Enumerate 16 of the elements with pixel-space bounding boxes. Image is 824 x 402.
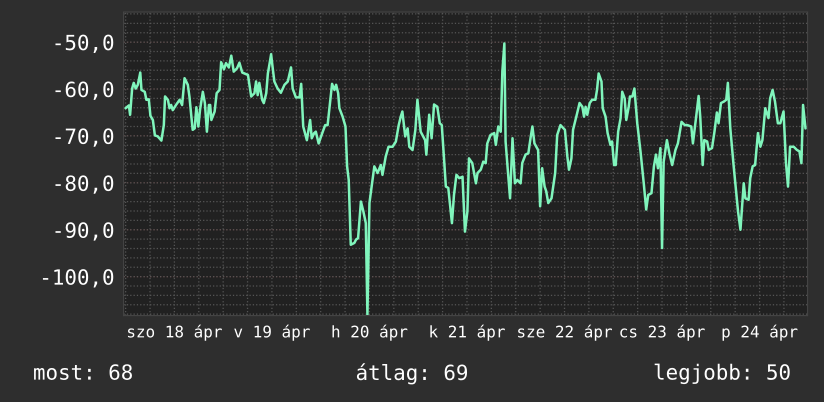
x-tick-label: k 21 ápr [430,324,505,341]
y-tick-label: -90,0 [55,222,114,241]
x-tick-label: p 24 ápr [722,324,798,341]
y-tick-label: -50,0 [55,34,114,53]
text: most: 68 [34,364,132,380]
x-tick-label: v 19 ápr [234,324,310,341]
x-tick-label: cs 23 ápr [620,324,705,341]
y-tick-label: -100,0 [42,269,114,288]
y-tick-label: -80,0 [55,175,114,194]
x-tick-label: h 20 ápr [332,324,408,341]
x-tick-label: szo 18 ápr [128,324,222,341]
text: átlag: 69 [356,363,468,384]
y-tick-label: -70,0 [55,128,114,147]
y-tick-label: -60,0 [55,82,114,100]
text: legjobb: 50 [654,364,790,384]
x-tick-label: sze 22 ápr [518,324,612,341]
